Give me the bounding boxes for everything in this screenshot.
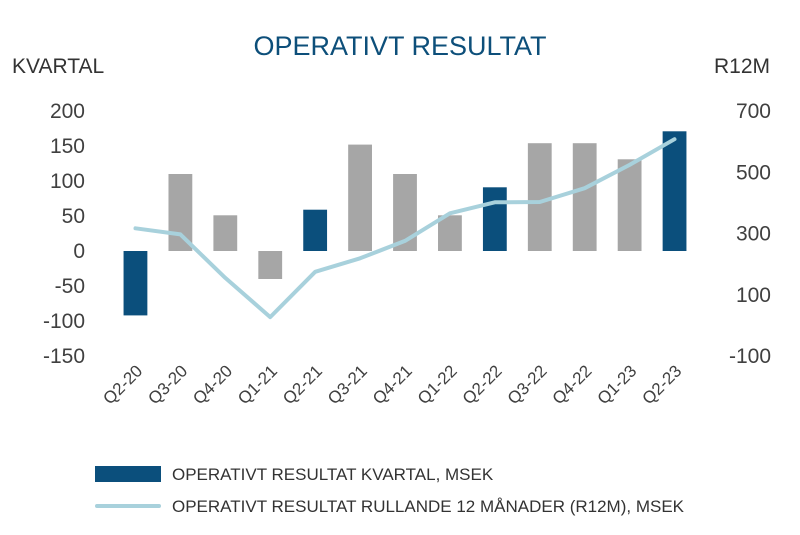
legend-swatch-bar	[95, 466, 161, 482]
bar	[348, 144, 372, 251]
category-label: Q4-22	[549, 361, 596, 408]
category-label: Q1-23	[594, 361, 641, 408]
bar	[123, 251, 148, 316]
category-label: Q3-21	[324, 361, 371, 408]
bar	[527, 143, 552, 251]
left-tick-label: 150	[50, 135, 85, 158]
left-tick-label: -150	[43, 345, 85, 368]
bar	[617, 159, 642, 251]
legend-label-bar: OPERATIVT RESULTAT KVARTAL, MSEK	[172, 465, 494, 484]
right-tick-label: 300	[736, 223, 771, 246]
category-label: Q1-22	[414, 361, 461, 408]
legend-label-line: OPERATIVT RESULTAT RULLANDE 12 MÅNADER (…	[172, 497, 685, 516]
right-tick-label: -100	[729, 345, 771, 368]
category-label: Q1-21	[234, 361, 281, 408]
category-label: Q4-21	[369, 361, 416, 408]
bar	[572, 143, 597, 251]
line-series	[133, 137, 677, 320]
chart-title: OPERATIVT RESULTAT	[253, 31, 546, 61]
r12m-line	[133, 137, 677, 320]
left-tick-label: 50	[62, 205, 85, 228]
bar	[303, 209, 328, 251]
bar	[438, 215, 462, 251]
left-tick-label: -100	[43, 310, 85, 333]
category-label: Q2-20	[99, 361, 146, 408]
category-label: Q4-20	[189, 361, 236, 408]
category-label: Q2-22	[459, 361, 506, 408]
left-tick-label: 0	[73, 240, 85, 263]
bar	[482, 187, 507, 251]
right-tick-label: 700	[736, 100, 771, 123]
left-axis: 200 150 100 50 0 -50 -100 -150	[43, 100, 85, 368]
left-tick-label: -50	[55, 275, 85, 298]
legend: OPERATIVT RESULTAT KVARTAL, MSEK OPERATIV…	[95, 465, 685, 516]
right-axis-title: R12M	[714, 55, 770, 78]
bar	[258, 251, 283, 279]
bar	[662, 131, 687, 251]
category-label: Q3-20	[144, 361, 191, 408]
right-tick-label: 500	[736, 161, 771, 184]
category-label: Q2-21	[279, 361, 326, 408]
left-tick-label: 100	[50, 170, 85, 193]
bar	[168, 174, 193, 251]
category-label: Q2-23	[639, 361, 686, 408]
category-axis: Q2-20Q3-20Q4-20Q1-21Q2-21Q3-21Q4-21Q1-22…	[99, 361, 685, 408]
bar-series	[123, 131, 687, 316]
left-tick-label: 200	[50, 100, 85, 123]
bar	[213, 215, 238, 251]
category-label: Q3-22	[504, 361, 551, 408]
left-axis-title: KVARTAL	[12, 55, 104, 78]
right-axis: 700 500 300 100 -100	[729, 100, 771, 368]
right-tick-label: 100	[736, 284, 771, 307]
bar	[393, 174, 417, 251]
